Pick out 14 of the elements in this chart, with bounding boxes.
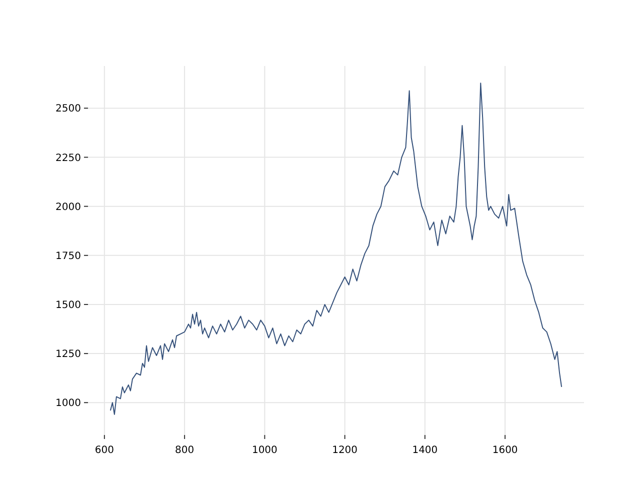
y-tick-label: 1500 <box>56 300 81 311</box>
x-tick-label: 800 <box>175 445 194 456</box>
x-tick-label: 1600 <box>492 445 518 456</box>
y-tick-label: 1750 <box>56 250 81 262</box>
y-tick-label: 2500 <box>56 104 81 115</box>
line-series <box>110 82 562 415</box>
x-tick-label: 1000 <box>252 445 278 456</box>
x-tick-label: 1400 <box>412 445 438 456</box>
y-tick-label: 1250 <box>56 349 81 360</box>
y-tick-label: 2250 <box>56 152 81 164</box>
y-tick-label: 1000 <box>56 398 81 410</box>
x-tick-label: 600 <box>94 445 114 456</box>
y-tick-label: 2000 <box>56 202 81 213</box>
x-tick-label: 1200 <box>332 445 358 456</box>
